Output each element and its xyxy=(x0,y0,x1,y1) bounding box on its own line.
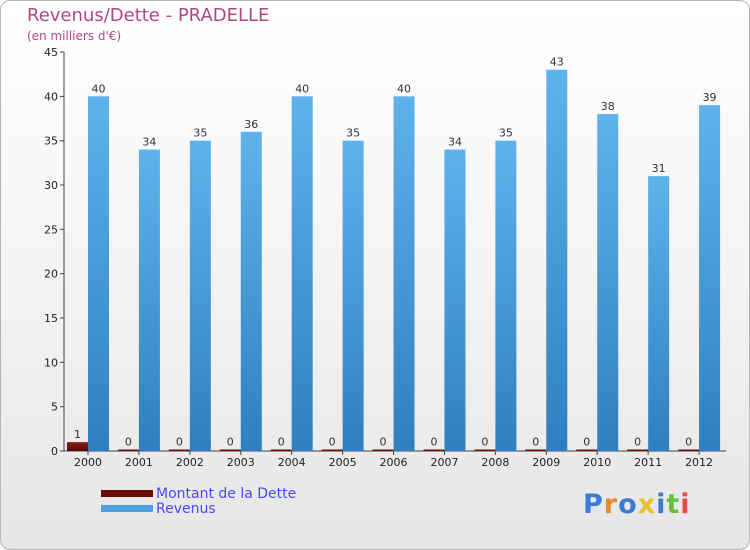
y-tick-label: 40 xyxy=(44,90,58,103)
x-tick-label: 2012 xyxy=(685,456,713,469)
data-label-dette-2007: 0 xyxy=(430,436,437,449)
bar-dette-2010 xyxy=(576,449,598,451)
data-label-revenus-2008: 35 xyxy=(499,127,513,140)
bar-revenus-2008 xyxy=(495,140,517,451)
bar-revenus-2003 xyxy=(240,131,262,452)
x-tick-label: 2000 xyxy=(74,456,102,469)
logo-letter: i xyxy=(680,489,691,520)
data-label-dette-2002: 0 xyxy=(176,436,183,449)
bar-revenus-2005 xyxy=(342,140,364,451)
bar-dette-2001 xyxy=(117,449,139,451)
bar-revenus-2002 xyxy=(189,140,211,451)
data-label-revenus-2002: 35 xyxy=(193,127,207,140)
bar-revenus-2009 xyxy=(546,69,568,451)
chart-title: Revenus/Dette - PRADELLE xyxy=(27,5,270,26)
chart-subtitle: (en milliers d'€) xyxy=(27,29,122,43)
data-label-revenus-2011: 31 xyxy=(652,162,666,175)
data-label-revenus-2003: 36 xyxy=(244,118,258,131)
data-label-revenus-2000: 40 xyxy=(92,82,106,95)
data-label-dette-2000: 1 xyxy=(74,428,81,441)
bar-dette-2002 xyxy=(168,449,190,451)
bar-revenus-2000 xyxy=(88,96,109,451)
data-label-revenus-2010: 38 xyxy=(601,100,615,113)
data-label-dette-2011: 0 xyxy=(634,436,641,449)
x-tick-label: 2002 xyxy=(176,456,204,469)
bar-dette-2007 xyxy=(423,449,445,451)
logo-letter: r xyxy=(603,489,619,520)
data-label-revenus-2007: 34 xyxy=(448,136,462,149)
y-tick-label: 30 xyxy=(44,179,58,192)
bar-revenus-2012 xyxy=(699,105,721,451)
legend-swatch-dette xyxy=(101,490,153,497)
data-label-dette-2001: 0 xyxy=(125,436,132,449)
bar-dette-2004 xyxy=(270,449,292,451)
y-tick-label: 5 xyxy=(51,401,58,414)
logo-letter: o xyxy=(618,489,638,520)
logo-letter: i xyxy=(656,489,667,520)
bar-dette-2009 xyxy=(525,449,547,451)
data-label-dette-2005: 0 xyxy=(329,436,336,449)
bar-dette-2008 xyxy=(474,449,496,451)
bar-revenus-2007 xyxy=(444,149,466,452)
y-tick-label: 10 xyxy=(44,356,58,369)
data-label-revenus-2006: 40 xyxy=(397,82,411,95)
x-tick-label: 2011 xyxy=(634,456,662,469)
data-label-revenus-2005: 35 xyxy=(346,127,360,140)
data-label-dette-2012: 0 xyxy=(685,436,692,449)
data-label-dette-2010: 0 xyxy=(583,436,590,449)
data-label-dette-2003: 0 xyxy=(227,436,234,449)
x-tick-label: 2009 xyxy=(532,456,560,469)
legend-label-dette: Montant de la Dette xyxy=(156,486,297,502)
y-tick-label: 20 xyxy=(44,268,58,281)
bar-revenus-2004 xyxy=(291,96,313,451)
x-tick-label: 2007 xyxy=(430,456,458,469)
data-label-revenus-2009: 43 xyxy=(550,56,564,69)
x-tick-label: 2010 xyxy=(583,456,611,469)
data-label-revenus-2001: 34 xyxy=(142,136,156,149)
x-tick-label: 2005 xyxy=(329,456,357,469)
legend-label-revenus: Revenus xyxy=(156,501,216,517)
y-tick-label: 45 xyxy=(44,46,58,59)
bar-revenus-2010 xyxy=(597,114,619,452)
y-tick-label: 15 xyxy=(44,312,58,325)
chart-labels: 1 40 0 34 0 35 0 36 0 40 0 35 0 40 0 34 0 35 0 43 0 38 0 31 0 39 xyxy=(74,56,717,449)
bar-dette-2011 xyxy=(627,449,649,451)
x-tick-label: 2006 xyxy=(380,456,408,469)
y-tick-label: 0 xyxy=(51,445,58,458)
data-label-dette-2008: 0 xyxy=(481,436,488,449)
chart-bars xyxy=(67,69,721,452)
bar-revenus-2001 xyxy=(138,149,160,452)
logo-letter: P xyxy=(583,489,604,520)
bar-dette-2005 xyxy=(321,449,343,451)
data-label-revenus-2004: 40 xyxy=(295,82,309,95)
proxiti-logo: Proxiti xyxy=(583,489,691,520)
logo-letter: t xyxy=(666,489,681,520)
x-tick-label: 2004 xyxy=(278,456,306,469)
logo-letter: x xyxy=(637,489,657,520)
bar-dette-2006 xyxy=(372,449,394,451)
data-label-dette-2006: 0 xyxy=(380,436,387,449)
y-tick-label: 35 xyxy=(44,135,58,148)
data-label-revenus-2012: 39 xyxy=(703,91,717,104)
data-label-dette-2004: 0 xyxy=(278,436,285,449)
x-tick-label: 2003 xyxy=(227,456,255,469)
bar-dette-2000 xyxy=(67,442,88,451)
bar-revenus-2006 xyxy=(393,96,415,451)
y-tick-label: 25 xyxy=(44,223,58,236)
legend-swatch-revenus xyxy=(101,505,153,512)
x-tick-label: 2008 xyxy=(481,456,509,469)
x-tick-label: 2001 xyxy=(125,456,153,469)
data-label-dette-2009: 0 xyxy=(532,436,539,449)
bar-dette-2012 xyxy=(678,449,700,451)
bar-revenus-2011 xyxy=(648,176,670,451)
bar-dette-2003 xyxy=(219,449,241,451)
